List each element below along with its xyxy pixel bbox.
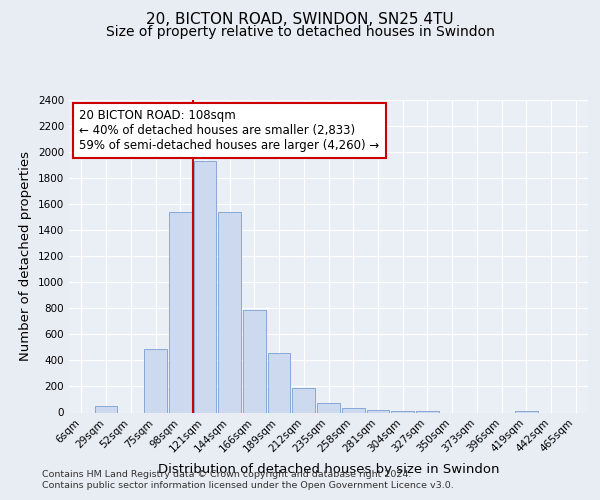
Bar [292,388,315,412]
Bar [515,410,538,412]
Bar [317,402,340,412]
Y-axis label: Number of detached properties: Number of detached properties [19,151,32,361]
Bar [95,406,118,412]
Text: 20 BICTON ROAD: 108sqm
← 40% of detached houses are smaller (2,833)
59% of semi-: 20 BICTON ROAD: 108sqm ← 40% of detached… [79,110,380,152]
Bar [268,352,290,412]
X-axis label: Distribution of detached houses by size in Swindon: Distribution of detached houses by size … [158,462,499,475]
Text: Contains public sector information licensed under the Open Government Licence v3: Contains public sector information licen… [42,481,454,490]
Bar [194,161,216,412]
Bar [367,410,389,412]
Bar [391,410,414,412]
Text: 20, BICTON ROAD, SWINDON, SN25 4TU: 20, BICTON ROAD, SWINDON, SN25 4TU [146,12,454,28]
Bar [144,348,167,412]
Bar [218,212,241,412]
Text: Size of property relative to detached houses in Swindon: Size of property relative to detached ho… [106,25,494,39]
Bar [416,411,439,412]
Bar [342,408,365,412]
Text: Contains HM Land Registry data © Crown copyright and database right 2024.: Contains HM Land Registry data © Crown c… [42,470,412,479]
Bar [243,310,266,412]
Bar [169,212,191,412]
